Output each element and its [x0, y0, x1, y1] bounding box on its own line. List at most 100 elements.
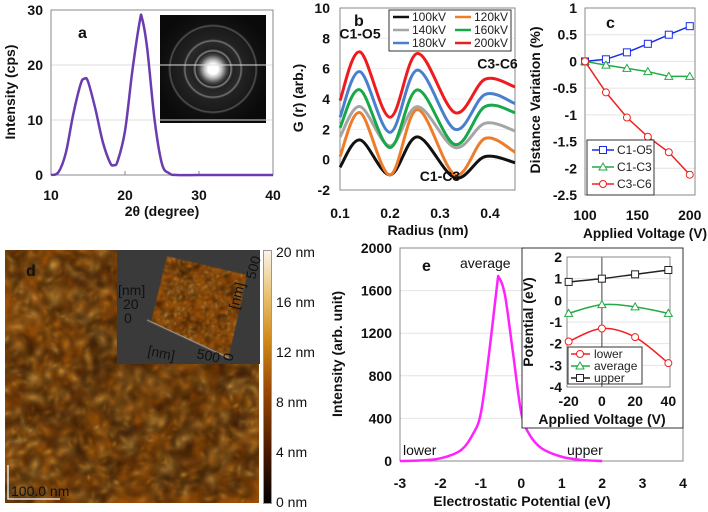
data-point: [563, 308, 574, 317]
data-point: [601, 60, 611, 69]
data-point: [664, 266, 673, 274]
x-tick-label: 0.2: [380, 205, 400, 221]
peak-annotation: C1-C3: [420, 168, 461, 184]
x-tick-label: 100: [573, 207, 597, 223]
potential-distribution-curve: [399, 274, 603, 463]
legend-c: [586, 139, 655, 196]
lower-annotation: lower: [403, 442, 437, 458]
y-tick-label: -2: [565, 160, 578, 176]
series-160kV: [338, 88, 516, 150]
y-tick-label: 0: [569, 53, 577, 69]
scale-bar: [7, 465, 60, 500]
afm-inset-label: 0: [219, 351, 237, 363]
legend-b: [388, 9, 512, 52]
colorbar-tick-label: 4 nm: [276, 444, 307, 460]
y-tick-label: 0: [384, 453, 392, 469]
y-axis-label-a: Intensity (cps): [2, 45, 18, 140]
legend-marker: [599, 180, 607, 188]
y-tick-label: -2.5: [553, 187, 577, 203]
inset-series-upper: [564, 266, 673, 286]
y-tick-label: 4: [322, 91, 330, 107]
x-axis-label-a: 2θ (degree): [125, 203, 199, 219]
inset-y-tick-label: -4: [550, 379, 563, 395]
legend-label: 180kV: [412, 36, 446, 50]
y-tick-label: 10: [314, 0, 330, 16]
series-100kV: [338, 135, 516, 180]
colorbar-tick-label: 20 nm: [276, 244, 315, 260]
legend-marker: [599, 146, 607, 154]
y-tick-label: 1: [569, 0, 577, 16]
inset-y-tick-label: 2: [554, 249, 562, 265]
legend-label: C1-O5: [617, 143, 653, 157]
series-140kV: [338, 105, 516, 150]
x-tick-label: 30: [191, 187, 207, 203]
inset-series-lower: [564, 324, 673, 368]
legend-label: 160kV: [474, 23, 508, 37]
inset-y-tick-label: -3: [550, 357, 563, 373]
legend-label: 120kV: [474, 10, 508, 24]
data-point: [581, 57, 589, 66]
data-point: [601, 88, 610, 97]
panel-label-b: b: [354, 13, 364, 30]
colorbar-tick-label: 8 nm: [276, 394, 307, 410]
afm-inset-label: [nm]: [118, 282, 145, 298]
legend-label: 140kV: [412, 23, 446, 37]
inset-y-tick-label: 1: [554, 271, 562, 287]
data-point: [564, 337, 573, 346]
series-line: [568, 303, 669, 315]
y-tick-label: 30: [27, 2, 43, 18]
data-point: [564, 277, 573, 286]
inset-x-tick-label: -20: [559, 393, 579, 409]
x-tick-label: 0.1: [330, 205, 350, 221]
legend-label: average: [594, 359, 638, 373]
scale-bar-label: 100.0 nm: [11, 483, 69, 499]
peak-annotation: C1-O5: [339, 25, 380, 41]
data-point: [685, 22, 694, 31]
legend-label: upper: [594, 371, 625, 385]
data-point: [685, 170, 694, 179]
y-tick-label: -0.5: [553, 80, 577, 96]
inset-x-tick-label: 0: [598, 393, 606, 409]
series-120kV: [338, 108, 516, 177]
y-tick-label: 0.5: [558, 27, 578, 43]
y-tick-label: 1200: [361, 325, 392, 341]
series-200kV: [338, 50, 516, 119]
x-tick-label: 4: [679, 475, 687, 491]
x-tick-label: 40: [265, 187, 281, 203]
data-point: [664, 359, 673, 368]
y-tick-label: 800: [369, 368, 393, 384]
peak-annotation: C3-C6: [477, 56, 518, 72]
x-axis-label-c: Applied Voltage (V): [583, 225, 707, 241]
data-point: [664, 148, 673, 157]
afm-inset-label: 500: [195, 345, 221, 366]
inset-series-average: [563, 299, 674, 317]
legend-marker: [598, 161, 608, 171]
inset-x-axis-label: Applied Voltage (V): [538, 411, 665, 427]
series-line: [568, 327, 669, 364]
afm-3d-inset: [117, 250, 260, 364]
x-tick-label: 2: [598, 475, 606, 491]
data-point: [597, 299, 607, 309]
afm-inset-label: 0: [124, 310, 132, 326]
upper-annotation: upper: [567, 442, 603, 458]
data-point: [642, 66, 653, 76]
x-tick-label: 150: [626, 207, 650, 223]
x-tick-label: 3: [639, 475, 647, 491]
data-point: [622, 63, 632, 72]
data-point: [622, 113, 631, 122]
series-C1-C3: [580, 56, 695, 80]
data-point: [663, 71, 674, 80]
x-axis-label-e: Electrostatic Potential (eV): [433, 493, 610, 509]
data-point: [630, 301, 640, 311]
data-point: [597, 274, 606, 283]
x-tick-label: 1: [558, 475, 566, 491]
y-tick-label: 1600: [361, 283, 392, 299]
afm-inset-label: 20: [123, 296, 139, 312]
inset-plot-frame: [566, 256, 671, 388]
legend-label: lower: [594, 347, 623, 361]
series-line: [584, 60, 690, 78]
y-tick-label: 400: [369, 410, 393, 426]
inset-y-tick-label: -1: [550, 314, 563, 330]
panel-label-c: c: [606, 15, 615, 32]
